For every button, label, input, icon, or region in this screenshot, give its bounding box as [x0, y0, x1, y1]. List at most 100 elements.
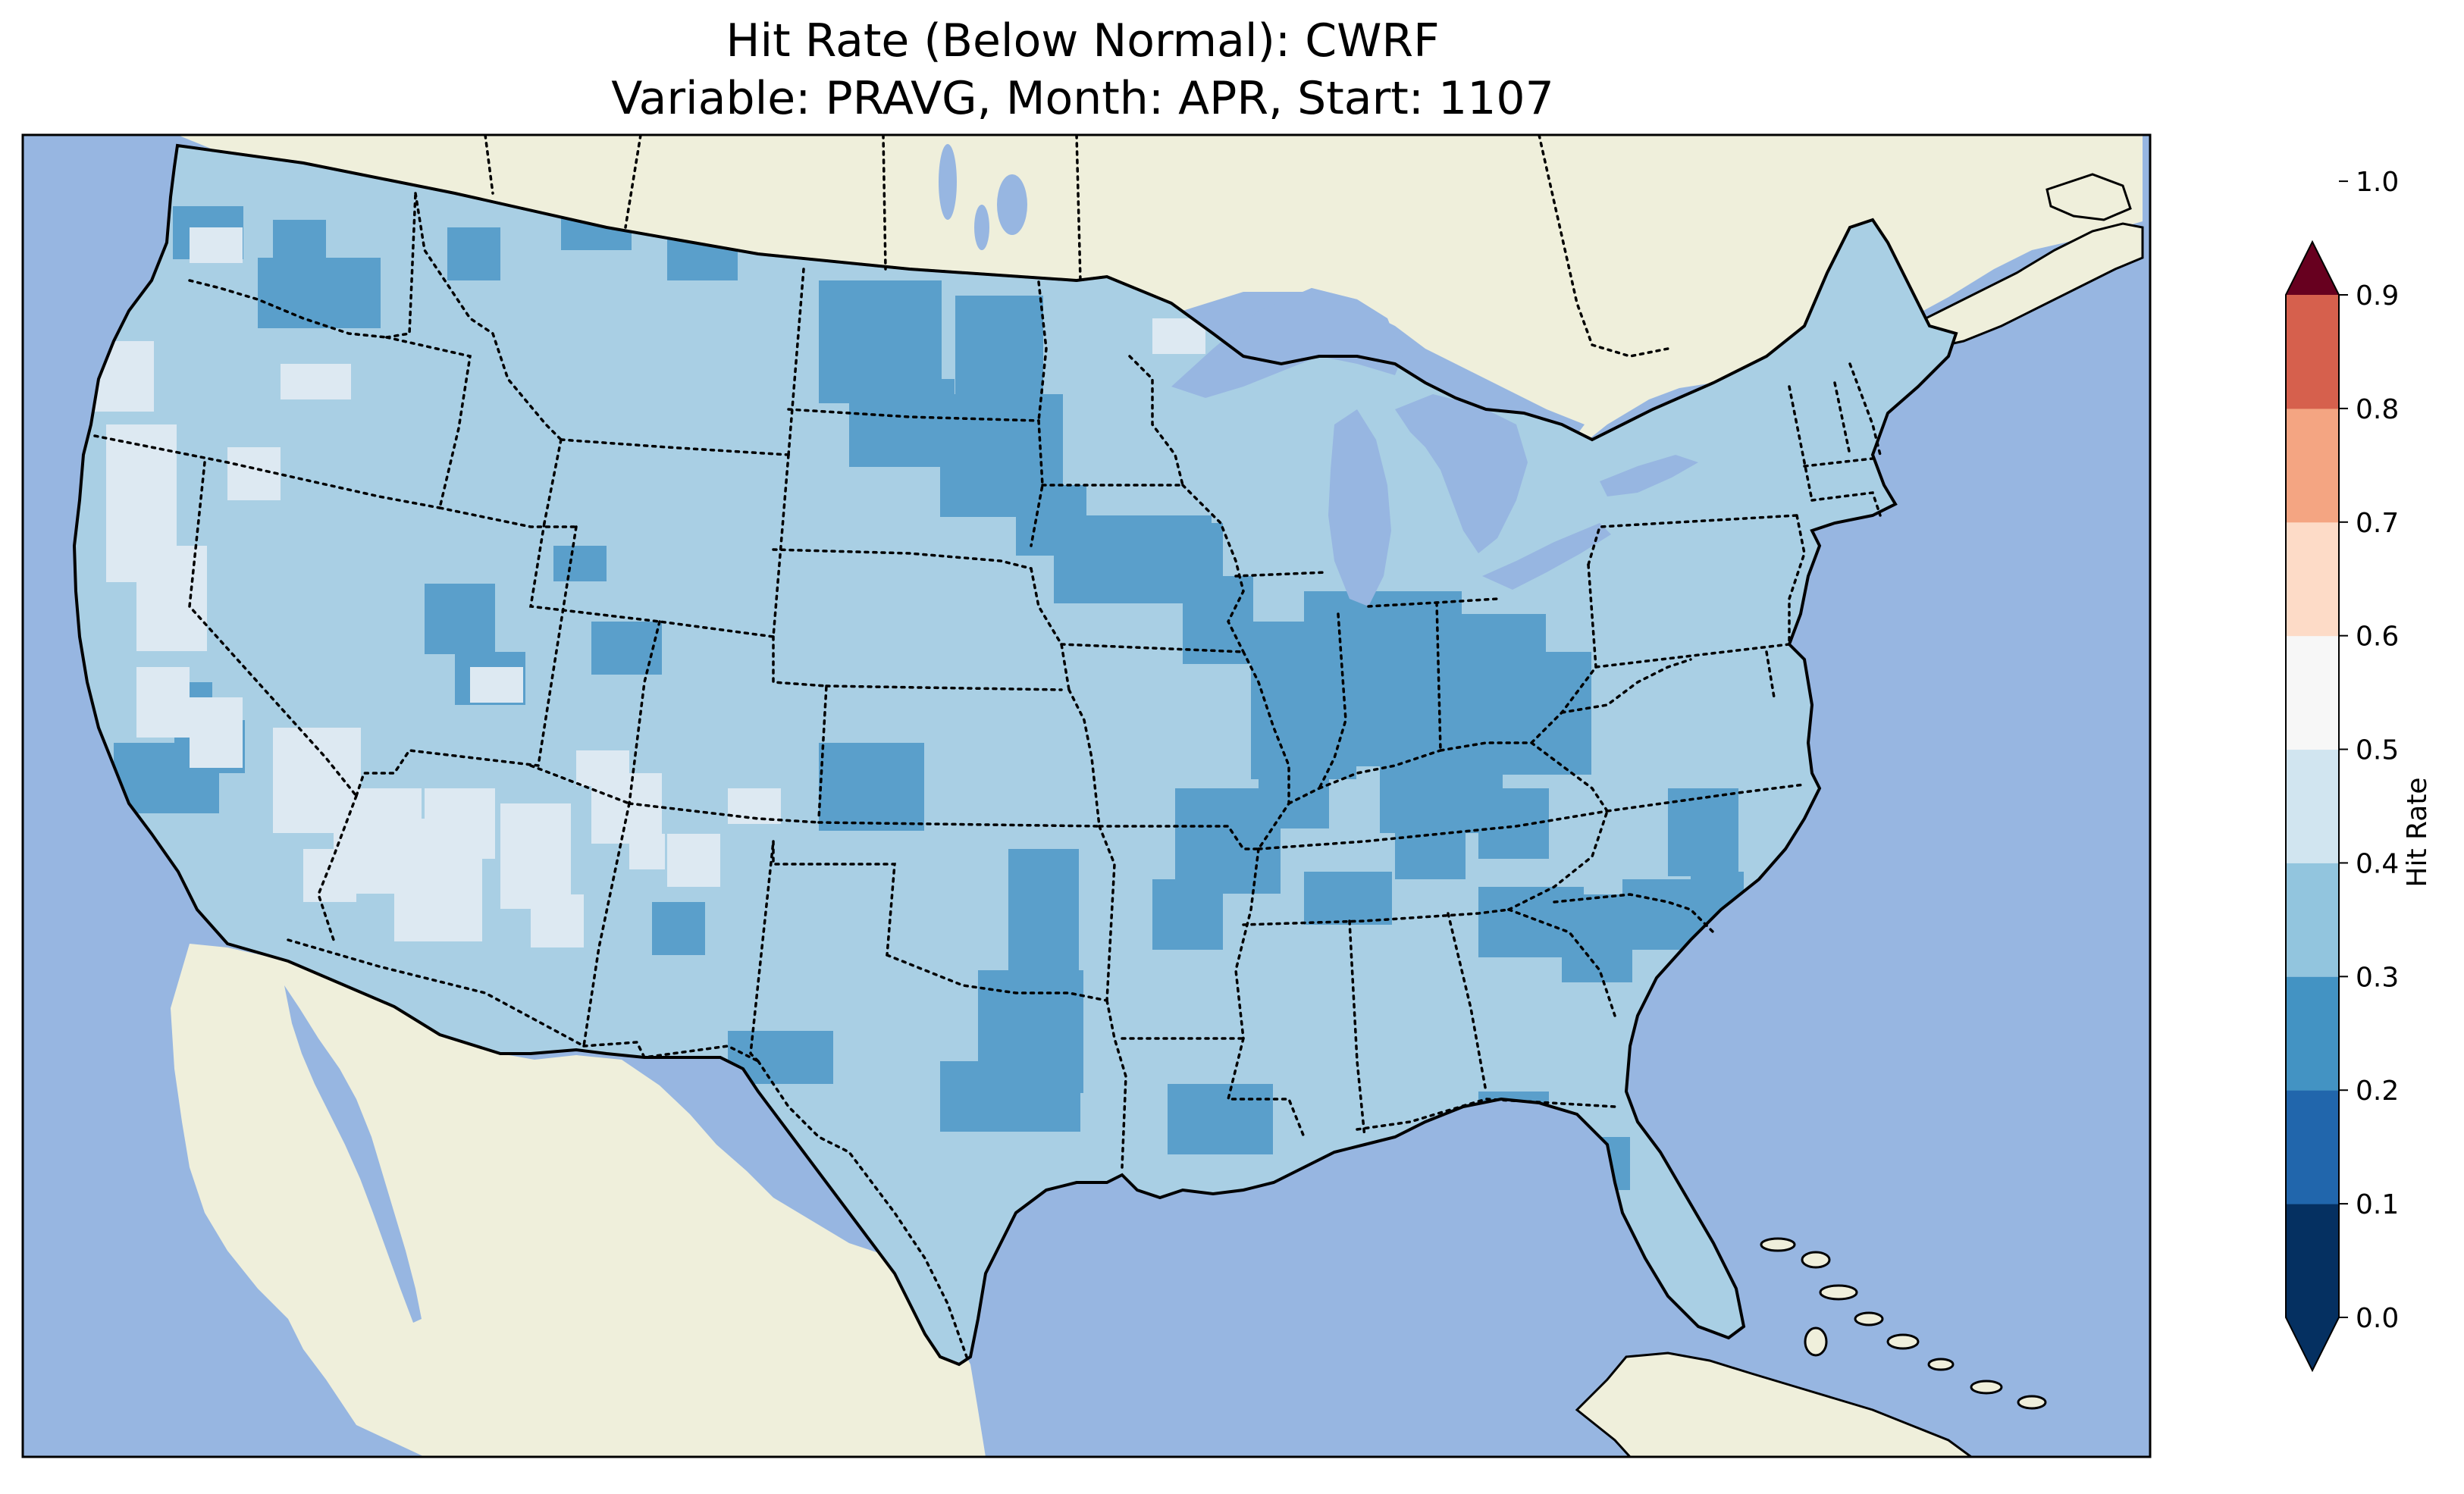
hit-rate-cell-0.2-0.3	[1013, 1023, 1031, 1041]
hit-rate-cell-0.2-0.3	[1124, 568, 1142, 586]
hit-rate-cell-0.2-0.3	[1458, 649, 1476, 667]
hit-rate-cell-0.2-0.3	[955, 365, 973, 384]
hit-rate-cell-0.2-0.3	[975, 1113, 993, 1132]
hit-rate-cell-0.4-0.5	[118, 341, 136, 359]
hit-rate-cell-0.2-0.3	[973, 330, 991, 349]
hit-rate-cell-0.2-0.3	[1440, 719, 1459, 737]
hit-rate-cell-0.2-0.3	[867, 414, 885, 432]
hit-rate-cell-0.2-0.3	[1475, 614, 1494, 632]
hit-rate-cell-0.2-0.3	[1054, 585, 1072, 603]
hit-rate-cell-0.4-0.5	[227, 447, 246, 465]
hit-rate-cell-0.2-0.3	[1409, 661, 1427, 679]
hit-rate-cell-0.2-0.3	[871, 280, 889, 299]
hit-rate-cell-0.2-0.3	[1008, 313, 1026, 331]
hit-rate-cell-0.4-0.5	[190, 245, 208, 263]
hit-rate-cell-0.2-0.3	[1152, 575, 1171, 594]
hit-rate-cell-0.2-0.3	[1374, 907, 1392, 925]
hit-rate-cell-0.2-0.3	[131, 760, 149, 778]
hit-rate-cell-0.2-0.3	[1573, 687, 1591, 705]
hit-rate-cell-0.2-0.3	[919, 449, 937, 467]
hit-rate-cell-0.2-0.3	[345, 310, 363, 328]
hit-rate-cell-0.2-0.3	[884, 449, 902, 467]
hit-rate-cell-0.2-0.3	[1503, 687, 1522, 705]
hit-rate-cell-0.2-0.3	[819, 385, 837, 403]
hit-rate-cell-0.4-0.5	[343, 728, 361, 746]
hit-rate-cell-0.2-0.3	[940, 446, 958, 465]
ky-va-border	[1530, 741, 1609, 813]
hit-rate-cell-0.2-0.3	[293, 293, 311, 311]
hit-rate-cell-0.2-0.3	[780, 1031, 798, 1049]
lake-manitoba	[974, 205, 989, 250]
hit-rate-cell-0.4-0.5	[124, 529, 142, 547]
hit-rate-cell-0.4-0.5	[207, 750, 225, 768]
hit-rate-cell-0.4-0.5	[500, 838, 519, 857]
hit-rate-cell-0.4-0.5	[470, 667, 488, 685]
hit-rate-cell-0.2-0.3	[1245, 806, 1263, 824]
hit-rate-cell-0.2-0.3	[465, 227, 483, 246]
hit-rate-cell-0.2-0.3	[1025, 313, 1043, 331]
hit-rate-cell-0.4-0.5	[298, 364, 316, 382]
hit-rate-cell-0.2-0.3	[1193, 858, 1211, 876]
ky-tn-border	[1257, 810, 1609, 850]
hit-rate-cell-0.2-0.3	[1218, 646, 1236, 664]
hit-rate-cell-0.2-0.3	[1008, 936, 1027, 954]
hit-rate-cell-0.2-0.3	[1124, 550, 1142, 568]
hit-rate-cell-0.2-0.3	[901, 449, 920, 467]
hit-rate-cell-0.4-0.5	[487, 684, 506, 703]
hit-rate-cell-0.4-0.5	[518, 856, 536, 874]
hit-rate-cell-0.2-0.3	[1027, 1079, 1045, 1097]
hit-rate-cell-0.2-0.3	[1391, 644, 1409, 662]
hit-rate-cell-0.2-0.3	[1026, 866, 1044, 885]
hit-rate-cell-0.2-0.3	[345, 258, 363, 276]
hit-rate-cell-0.2-0.3	[901, 431, 920, 449]
hit-rate-cell-0.2-0.3	[1200, 646, 1218, 664]
hit-rate-cell-0.2-0.3	[889, 333, 907, 351]
hit-rate-cell-0.2-0.3	[225, 206, 243, 224]
hit-rate-cell-0.4-0.5	[290, 763, 309, 781]
hit-rate-cell-0.4-0.5	[333, 364, 351, 382]
wv-va-border	[1560, 658, 1692, 714]
hit-rate-cell-0.2-0.3	[1486, 652, 1504, 670]
hit-rate-cell-0.2-0.3	[571, 546, 589, 564]
hit-rate-cell-0.4-0.5	[351, 823, 369, 841]
hit-rate-cell-0.2-0.3	[1043, 866, 1061, 885]
hit-rate-cell-0.4-0.5	[334, 823, 352, 841]
hit-rate-cell-0.4-0.5	[207, 715, 225, 733]
hit-rate-cell-0.2-0.3	[290, 237, 309, 255]
hit-rate-cell-0.2-0.3	[1043, 884, 1061, 902]
hit-rate-cell-0.2-0.3	[1202, 1136, 1221, 1154]
hit-rate-cell-0.4-0.5	[500, 873, 519, 891]
hit-rate-cell-0.2-0.3	[1708, 889, 1726, 907]
hit-rate-cell-0.2-0.3	[273, 220, 291, 238]
hit-rate-cell-0.2-0.3	[1065, 988, 1083, 1006]
hit-rate-cell-0.4-0.5	[207, 732, 225, 750]
hit-rate-cell-0.2-0.3	[1237, 1119, 1256, 1137]
hit-rate-cell-0.2-0.3	[1089, 550, 1107, 568]
hit-rate-cell-0.2-0.3	[1025, 348, 1043, 366]
hit-rate-cell-0.2-0.3	[561, 232, 579, 250]
hit-rate-cell-0.4-0.5	[500, 821, 519, 839]
hit-rate-cell-0.2-0.3	[1183, 628, 1201, 647]
hit-rate-cell-0.4-0.5	[394, 819, 412, 837]
hit-rate-cell-0.2-0.3	[819, 368, 837, 386]
nh-me-border	[1848, 362, 1882, 456]
hit-rate-cell-0.2-0.3	[1062, 1113, 1080, 1132]
hit-rate-cell-0.2-0.3	[1521, 669, 1539, 687]
hit-rate-cell-0.2-0.3	[1720, 806, 1738, 824]
hit-rate-cell-0.2-0.3	[1321, 661, 1340, 679]
hit-rate-cell-0.2-0.3	[975, 481, 993, 500]
hit-rate-cell-0.4-0.5	[190, 227, 208, 246]
hit-rate-cell-0.2-0.3	[1356, 889, 1375, 907]
hit-rate-cell-0.2-0.3	[1409, 591, 1427, 609]
hit-rate-cell-0.2-0.3	[1045, 446, 1063, 465]
hit-rate-cell-0.2-0.3	[1566, 887, 1584, 905]
nm-tx-border	[772, 840, 896, 957]
hit-rate-cell-0.2-0.3	[1227, 841, 1246, 859]
hit-rate-cell-0.2-0.3	[1183, 611, 1201, 629]
hit-rate-cell-0.2-0.3	[780, 1048, 798, 1066]
hit-rate-cell-0.2-0.3	[1430, 861, 1448, 879]
colorbar-tick-label: 0.1	[2356, 1189, 2399, 1220]
hit-rate-cell-0.2-0.3	[1478, 939, 1497, 957]
hit-rate-cell-0.2-0.3	[1528, 631, 1546, 650]
hit-rate-cell-0.2-0.3	[1409, 644, 1427, 662]
